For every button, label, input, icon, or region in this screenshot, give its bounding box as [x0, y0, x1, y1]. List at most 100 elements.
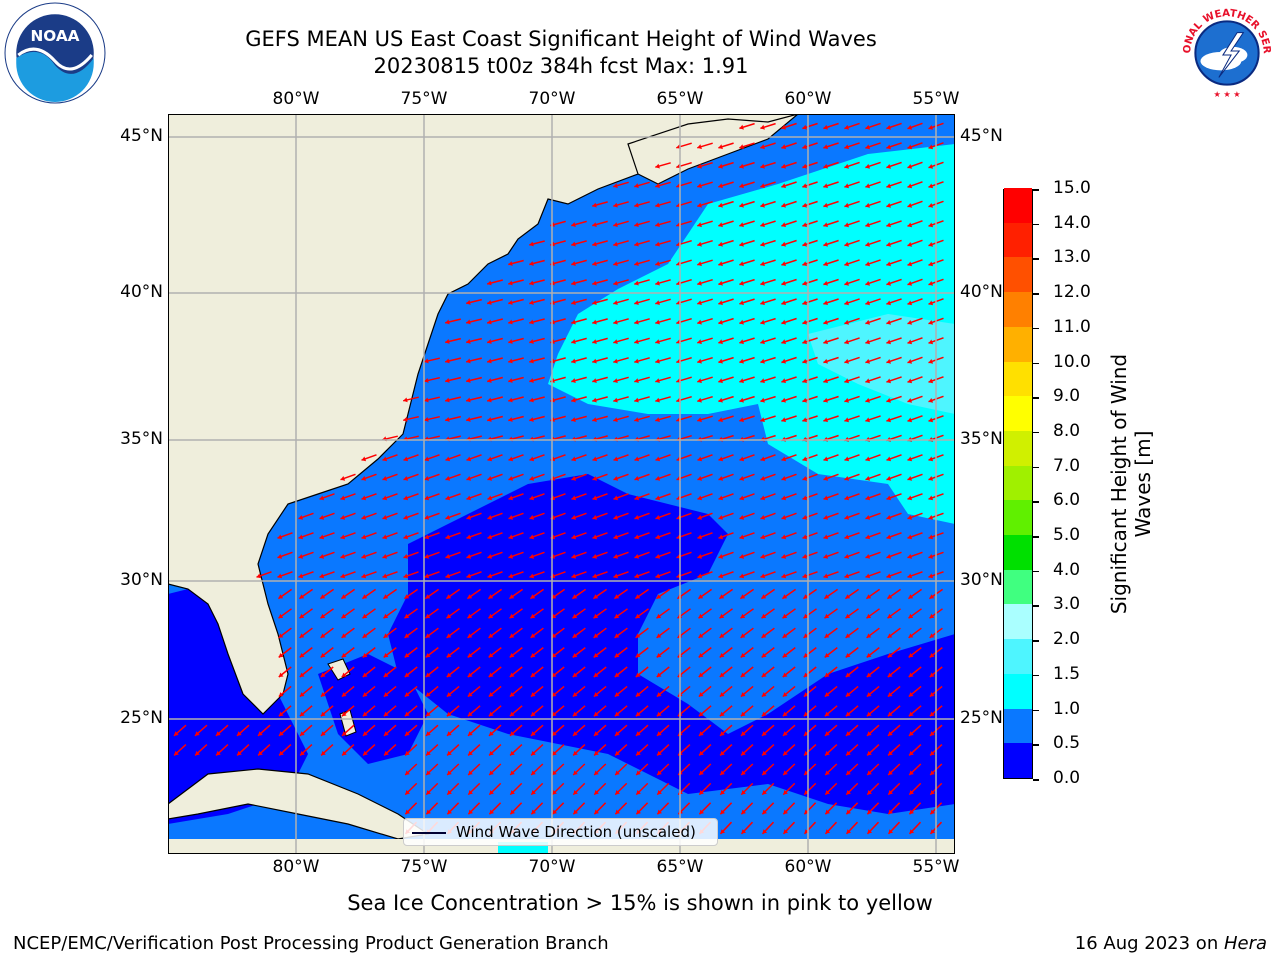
wave-direction-arrowhead	[698, 633, 704, 638]
wave-direction-arrowhead	[468, 731, 473, 736]
wave-direction-arrowhead	[363, 731, 368, 736]
wave-direction-arrowhead	[781, 358, 786, 364]
wave-direction-arrowhead	[467, 633, 473, 638]
wave-direction-arrowhead	[466, 378, 471, 383]
wave-direction-arrowhead	[466, 339, 471, 344]
wave-direction-arrowhead	[655, 495, 661, 501]
wave-direction-arrowhead	[865, 300, 870, 306]
wave-direction-arrowhead	[887, 594, 893, 599]
wave-direction-arrowhead	[508, 280, 513, 286]
wave-direction-arrowhead	[886, 164, 891, 169]
colorbar-tick	[1033, 536, 1039, 538]
colorbar-tick	[1033, 397, 1039, 399]
lat-tick-left: 45°N	[120, 126, 163, 146]
wave-direction-arrowhead	[340, 476, 346, 481]
wave-direction-arrowhead	[929, 613, 935, 619]
wave-direction-arrowhead	[655, 554, 661, 559]
wave-direction-arrowhead	[929, 692, 935, 697]
wave-direction-arrowhead	[593, 672, 599, 677]
wave-direction-arrowhead	[594, 790, 599, 795]
colorbar-tick	[1033, 223, 1039, 226]
wave-direction-arrowhead	[823, 163, 828, 169]
wave-direction-arrowhead	[466, 358, 471, 364]
wave-direction-arrowhead	[718, 202, 723, 208]
chart-subtitle: 20230815 t00z 384h fcst Max: 1.91	[373, 54, 749, 78]
wave-direction-arrowhead	[508, 339, 513, 344]
land-bottom-strip	[168, 839, 955, 854]
wave-direction-arrowhead	[823, 300, 828, 306]
wave-direction-arrowhead	[657, 731, 662, 736]
wave-direction-arrowhead	[718, 378, 723, 384]
wave-direction-arrowhead	[447, 750, 452, 756]
wave-direction-arrowhead	[739, 339, 744, 345]
wave-direction-arrowhead	[739, 456, 745, 462]
wave-direction-arrowhead	[573, 750, 578, 756]
colorbar-tick	[1033, 258, 1039, 260]
wave-direction-arrowhead	[698, 653, 704, 658]
wave-direction-arrowhead	[467, 594, 473, 599]
wave-direction-arrowhead	[571, 261, 576, 266]
wave-direction-arrowhead	[299, 594, 305, 599]
legend-label: Wind Wave Direction (unscaled)	[456, 823, 696, 841]
wave-direction-arrowhead	[571, 358, 576, 364]
wave-direction-arrowhead	[823, 222, 828, 228]
wave-direction-arrowhead	[510, 770, 515, 775]
wave-direction-arrowhead	[886, 378, 891, 384]
wave-direction-arrowhead	[888, 829, 894, 834]
wave-direction-arrowhead	[760, 573, 766, 579]
wave-direction-arrowhead	[573, 770, 578, 775]
wave-direction-arrowhead	[634, 202, 639, 208]
wave-direction-arrowhead	[844, 124, 849, 130]
wave-direction-arrowhead	[886, 183, 891, 189]
wave-direction-arrowhead	[739, 163, 744, 169]
wave-direction-arrowhead	[928, 495, 934, 501]
noaa-logo: NOAA	[4, 2, 106, 104]
wave-direction-arrowhead	[635, 653, 641, 658]
wave-direction-arrowhead	[634, 300, 639, 305]
wave-direction-arrowhead	[319, 534, 325, 540]
wave-direction-arrowhead	[697, 339, 702, 345]
wave-direction-arrowhead	[907, 144, 913, 150]
wave-direction-arrowhead	[699, 750, 704, 756]
wave-direction-arrowhead	[886, 261, 891, 267]
wave-direction-arrowhead	[278, 711, 284, 717]
wave-direction-arrowhead	[781, 573, 787, 579]
wave-direction-arrowhead	[865, 144, 870, 150]
wave-direction-arrowhead	[888, 770, 893, 775]
wave-direction-arrowhead	[823, 280, 828, 286]
wave-direction-arrowhead	[783, 790, 788, 795]
wave-direction-arrowhead	[887, 653, 893, 658]
wave-direction-arrowhead	[865, 241, 870, 247]
wave-direction-arrowhead	[237, 750, 242, 756]
wave-direction-arrowhead	[782, 594, 788, 599]
wave-direction-arrowhead	[488, 692, 494, 697]
wave-direction-arrowhead	[928, 359, 934, 364]
wave-direction-arrowhead	[844, 554, 850, 559]
wave-direction-arrowhead	[320, 672, 326, 677]
wave-direction-arrowhead	[404, 653, 410, 658]
colorbar-tick	[1033, 431, 1039, 434]
wave-direction-arrowhead	[552, 770, 557, 775]
wave-direction-arrowhead	[363, 750, 368, 756]
wave-direction-arrowhead	[845, 653, 851, 658]
wave-direction-arrowhead	[823, 573, 829, 579]
wave-direction-arrowhead	[403, 495, 409, 501]
wave-direction-arrowhead	[823, 144, 828, 150]
wave-direction-arrowhead	[529, 358, 534, 364]
wave-direction-arrowhead	[718, 573, 724, 579]
colorbar-segment	[1004, 187, 1032, 223]
wave-direction-arrowhead	[697, 280, 702, 286]
wave-direction-arrowhead	[424, 495, 430, 501]
colorbar-tick-label: 12.0	[1053, 282, 1091, 303]
colorbar-tick-label: 6.0	[1053, 490, 1081, 511]
wave-direction-arrowhead	[487, 495, 493, 501]
wave-direction-arrowhead	[718, 241, 723, 247]
wave-direction-arrowhead	[593, 692, 599, 697]
wave-direction-arrowhead	[781, 222, 786, 228]
wave-direction-arrowhead	[487, 280, 492, 286]
wave-direction-arrowhead	[361, 515, 367, 520]
wave-direction-arrowhead	[613, 534, 619, 540]
wave-direction-arrowhead	[655, 261, 660, 266]
wave-direction-arrowhead	[489, 809, 494, 815]
wave-direction-arrowhead	[865, 417, 870, 423]
